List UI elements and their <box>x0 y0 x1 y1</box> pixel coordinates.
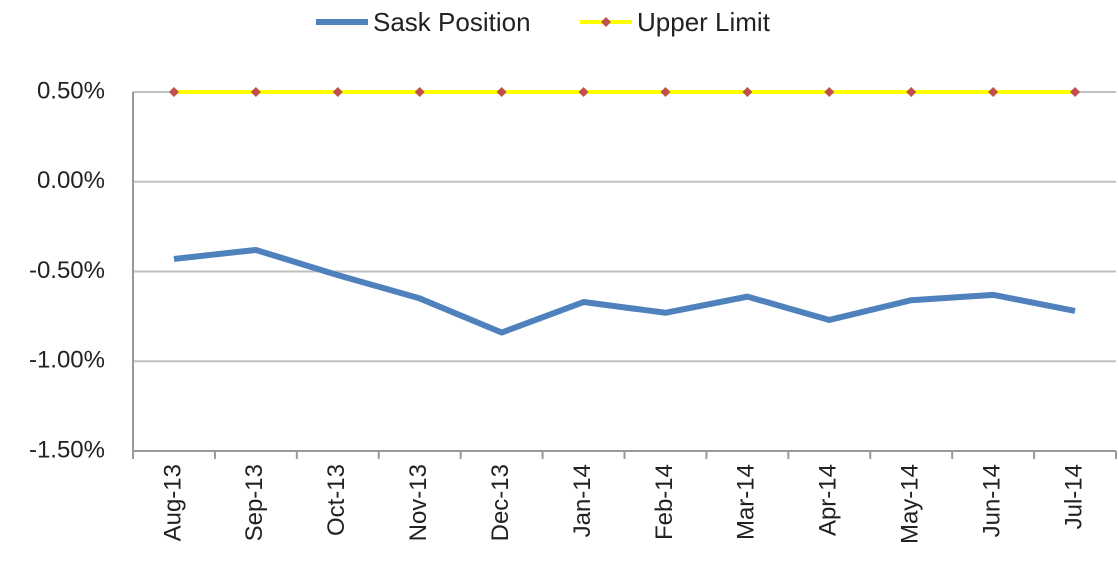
legend-label: Upper Limit <box>637 7 771 37</box>
x-tick-label: Jan-14 <box>569 464 596 537</box>
y-tick-label: -1.00% <box>29 347 105 374</box>
marker <box>742 87 753 97</box>
y-tick-label: -0.50% <box>29 257 105 284</box>
marker <box>578 87 589 97</box>
x-tick-label: Jun-14 <box>978 464 1005 537</box>
x-tick-label: Aug-13 <box>159 464 186 541</box>
marker <box>496 87 507 97</box>
marker <box>1070 87 1081 97</box>
marker <box>414 87 425 97</box>
y-tick-label: 0.00% <box>37 167 105 194</box>
x-tick-label: Dec-13 <box>487 464 514 541</box>
x-tick-label: Apr-14 <box>815 464 842 536</box>
marker <box>906 87 917 97</box>
x-tick-label: Feb-14 <box>651 464 678 540</box>
x-tick-label: Mar-14 <box>733 464 760 540</box>
x-tick-label: May-14 <box>897 464 924 544</box>
x-tick-label: Sep-13 <box>241 464 268 541</box>
x-tick-label: Nov-13 <box>405 464 432 541</box>
x-tick-label: Oct-13 <box>323 464 350 536</box>
marker <box>250 87 261 97</box>
marker <box>988 87 999 97</box>
x-tick-label: Jul-14 <box>1060 464 1087 529</box>
y-tick-label: -1.50% <box>29 436 105 463</box>
marker <box>824 87 835 97</box>
legend-label: Sask Position <box>373 7 531 37</box>
marker <box>168 87 179 97</box>
series-line <box>173 246 1076 336</box>
legend-marker <box>601 17 611 27</box>
y-tick-label: 0.50% <box>37 77 105 104</box>
marker <box>660 87 671 97</box>
marker <box>332 87 343 97</box>
